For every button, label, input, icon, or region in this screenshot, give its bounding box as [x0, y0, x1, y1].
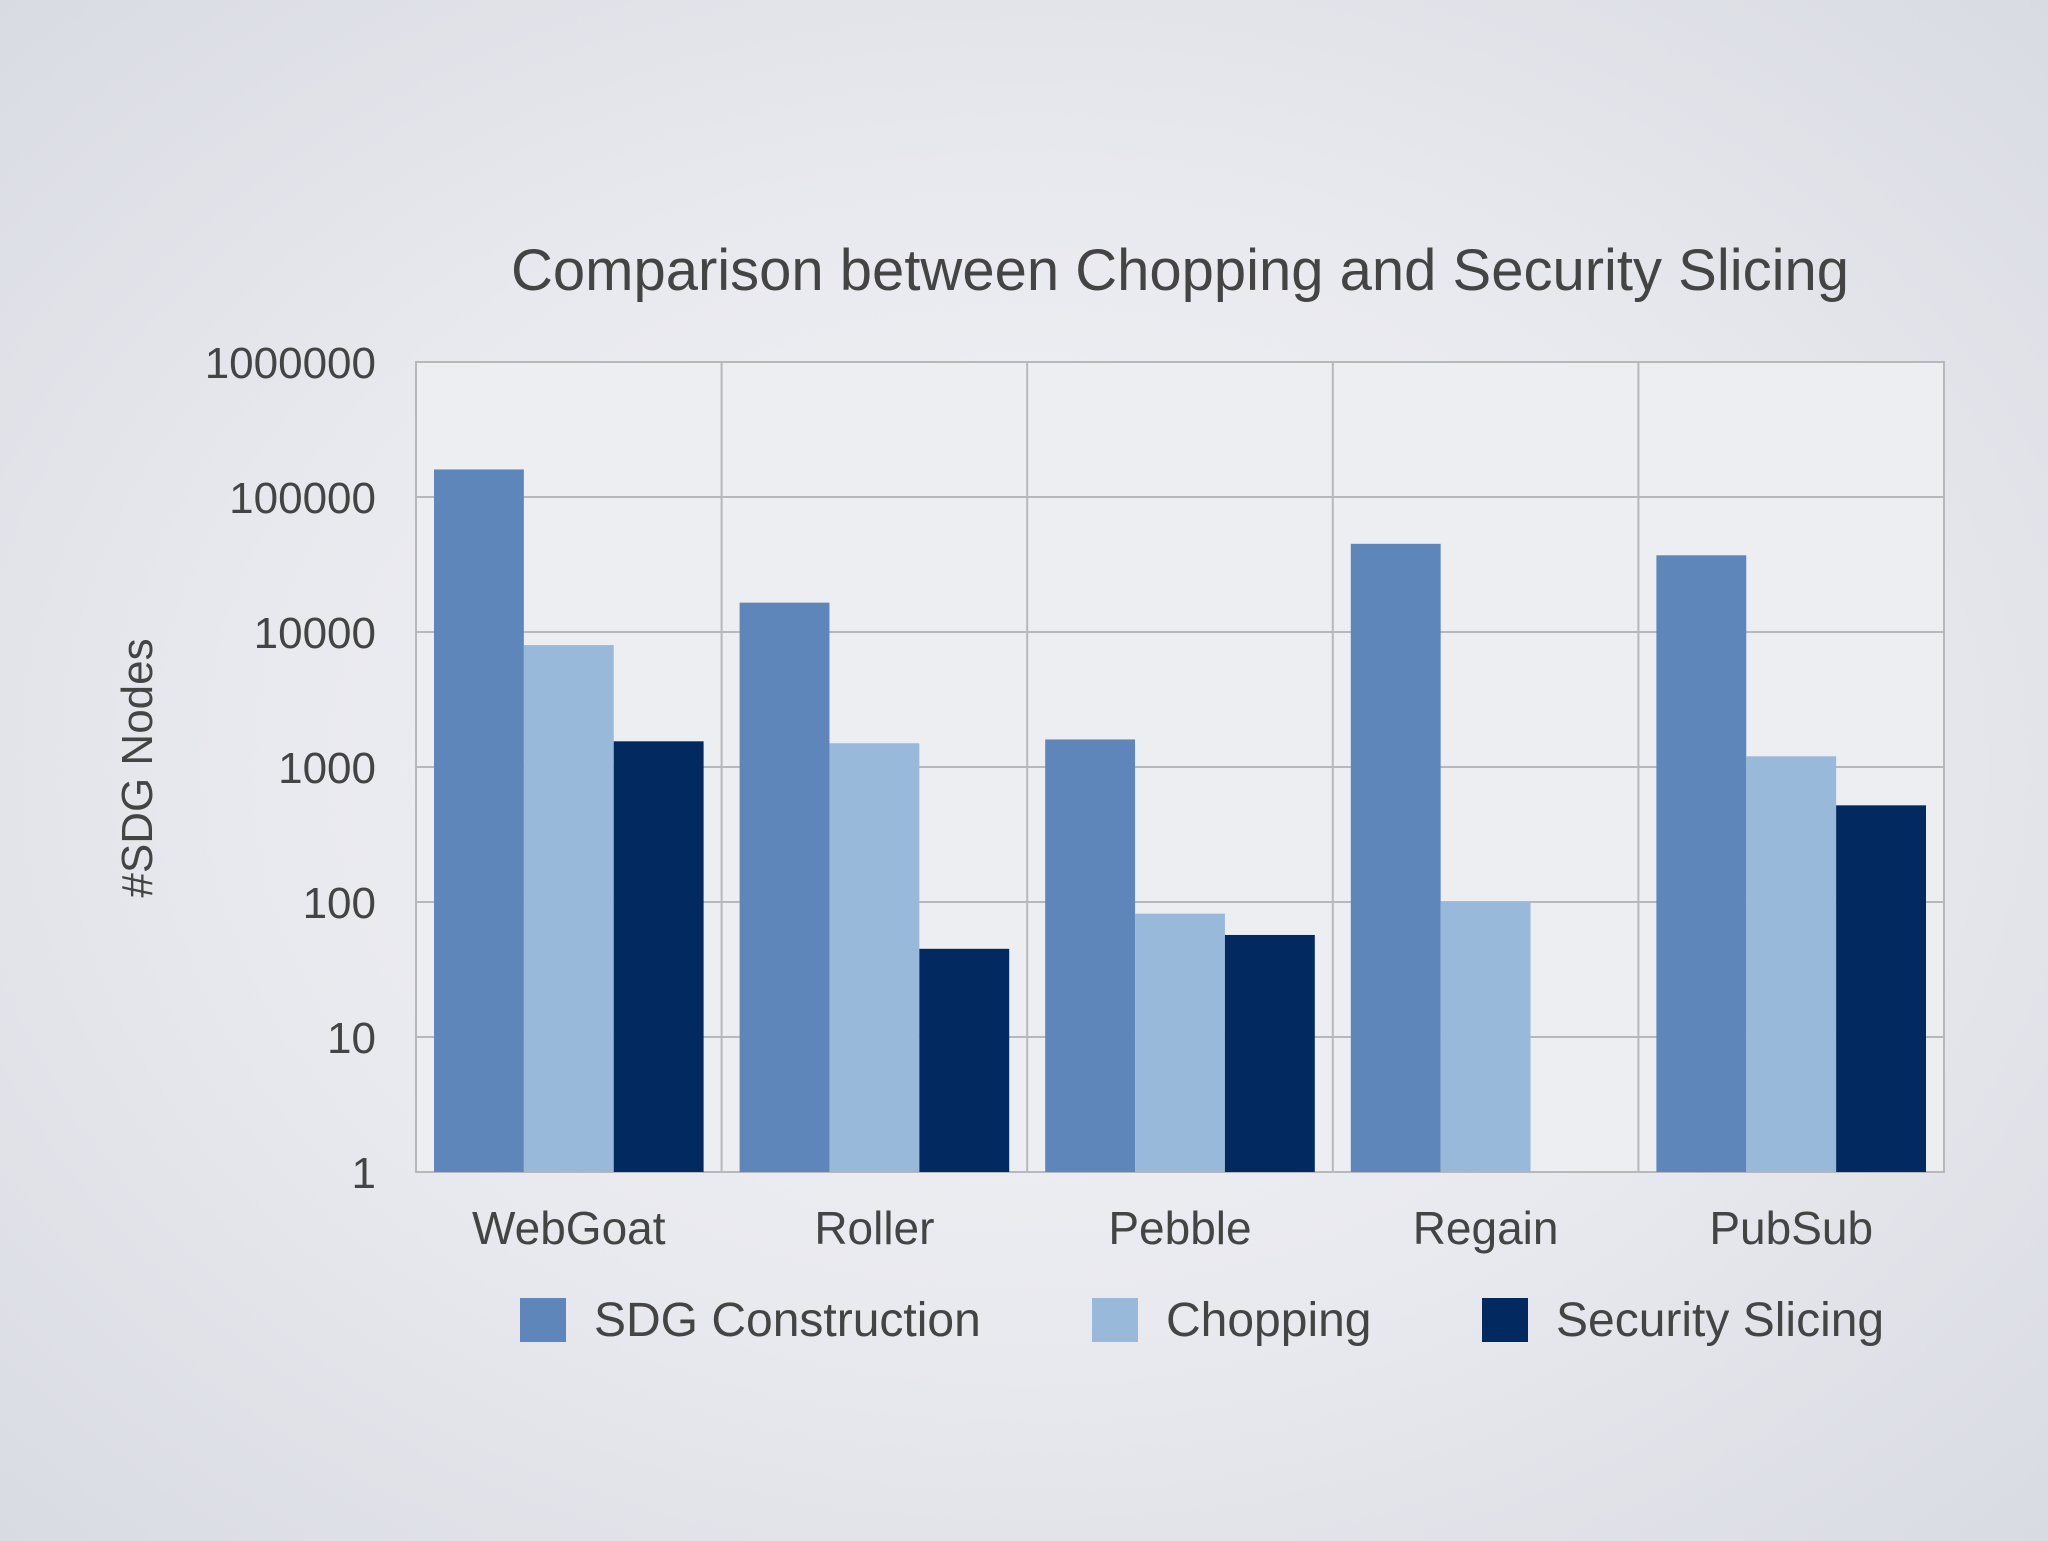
bar-sdg-construction-pebble	[1045, 739, 1136, 1172]
bar-sdg-construction-regain	[1350, 543, 1441, 1172]
legend-swatch	[520, 1298, 566, 1342]
y-tick-label: 1	[352, 1149, 376, 1198]
x-tick-label: WebGoat	[472, 1202, 666, 1254]
bar-chopping-pebble	[1135, 913, 1225, 1172]
chart-title: Comparison between Chopping and Security…	[511, 238, 1849, 303]
bar-chopping-regain	[1440, 902, 1531, 1172]
x-tick-label: PubSub	[1709, 1202, 1873, 1254]
x-tick-label: Roller	[814, 1202, 934, 1254]
y-tick-label: 10	[327, 1014, 376, 1063]
y-tick-label: 100000	[229, 474, 376, 523]
y-axis-ticks: 1 10 100 1000 10000 100000 1000000	[205, 339, 376, 1198]
bar-sdg-construction-pubsub	[1656, 555, 1747, 1172]
bar-security-slicing-pebble	[1224, 934, 1315, 1172]
legend-label: SDG Construction	[594, 1294, 981, 1347]
y-tick-label: 10000	[254, 609, 376, 658]
bar-sdg-construction-webgoat	[434, 469, 524, 1172]
legend-label: Security Slicing	[1556, 1294, 1884, 1347]
x-axis-ticks: WebGoat Roller Pebble Regain PubSub	[472, 1202, 1873, 1254]
bar-security-slicing-roller	[919, 948, 1010, 1172]
legend-label: Chopping	[1166, 1294, 1372, 1347]
y-tick-label: 100	[303, 879, 376, 928]
y-tick-label: 1000	[278, 744, 376, 793]
y-tick-label: 1000000	[205, 339, 376, 388]
y-axis-label: #SDG Nodes	[113, 638, 162, 897]
legend-swatch	[1482, 1298, 1528, 1342]
legend: SDG Construction Chopping Security Slicing	[520, 1294, 1884, 1347]
bar-sdg-construction-roller	[739, 602, 830, 1172]
legend-swatch	[1092, 1298, 1138, 1342]
bar-security-slicing-webgoat	[613, 741, 704, 1172]
bars	[434, 469, 1926, 1172]
x-tick-label: Regain	[1413, 1202, 1559, 1254]
bar-security-slicing-pubsub	[1836, 805, 1926, 1172]
bar-chopping-webgoat	[523, 645, 614, 1172]
bar-chopping-pubsub	[1746, 756, 1837, 1172]
bar-chopping-roller	[829, 743, 920, 1172]
x-tick-label: Pebble	[1108, 1202, 1251, 1254]
